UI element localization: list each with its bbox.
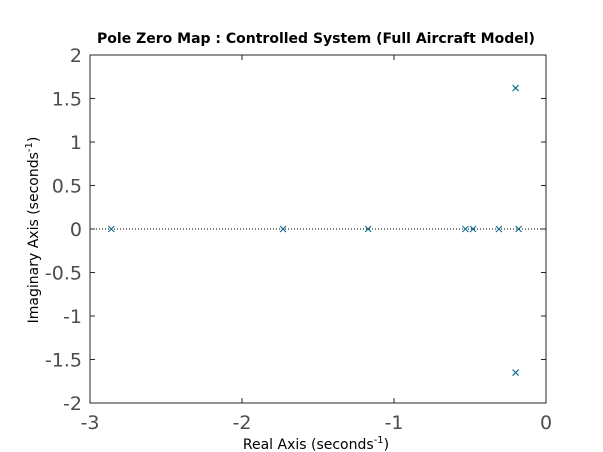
x-tick-label: -3 bbox=[81, 412, 100, 434]
y-tick-label: -2 bbox=[63, 393, 82, 415]
pole-marker bbox=[512, 84, 519, 92]
y-tick-label: 0 bbox=[70, 219, 82, 241]
pole-markers bbox=[107, 84, 523, 376]
pole-marker bbox=[495, 225, 503, 233]
y-tick-label: -1 bbox=[63, 306, 82, 328]
pole-marker bbox=[279, 225, 287, 233]
y-axis-label-text: Imaginary Axis (seconds bbox=[26, 152, 42, 323]
pole-marker-stroke bbox=[469, 225, 477, 233]
y-axis-label: Imaginary Axis (seconds-1) bbox=[24, 137, 42, 324]
pole-marker-stroke bbox=[495, 225, 503, 233]
y-axis-label-superscript: -1 bbox=[24, 142, 35, 152]
y-tick-label: -1.5 bbox=[45, 350, 82, 372]
y-tick-label: 1.5 bbox=[52, 89, 82, 111]
y-tick-label: 2 bbox=[70, 45, 82, 67]
x-axis-label-text: Real Axis (seconds bbox=[243, 437, 374, 452]
y-tick-label: -0.5 bbox=[45, 263, 82, 285]
pole-marker-stroke bbox=[515, 225, 523, 233]
pole-marker bbox=[462, 225, 469, 233]
pole-marker-stroke bbox=[107, 225, 115, 233]
pole-marker bbox=[364, 225, 372, 233]
chart-title: Pole Zero Map : Controlled System (Full … bbox=[97, 31, 535, 47]
x-axis-label-suffix: ) bbox=[384, 437, 389, 452]
pole-marker-stroke bbox=[364, 225, 372, 233]
x-tick-label: -2 bbox=[233, 412, 252, 434]
axis-ticks: -3 -2 -1 021.510.50-0.5-1-1.5-2 bbox=[45, 45, 552, 434]
pole-marker bbox=[515, 225, 523, 233]
pole-marker bbox=[512, 369, 519, 376]
x-tick-label: 0 bbox=[540, 412, 552, 434]
pole-marker bbox=[107, 225, 115, 233]
pole-marker bbox=[469, 225, 477, 233]
x-axis-label: Real Axis (seconds-1) bbox=[243, 435, 389, 452]
pole-marker-stroke bbox=[512, 369, 519, 376]
y-axis-label-suffix: ) bbox=[26, 137, 42, 142]
y-tick-label: 0.5 bbox=[52, 176, 82, 198]
y-tick-label: 1 bbox=[70, 132, 82, 154]
x-tick-label: -1 bbox=[385, 412, 404, 434]
x-axis-label-superscript: -1 bbox=[374, 435, 384, 446]
pole-marker-stroke bbox=[512, 84, 519, 92]
pole-marker-stroke bbox=[462, 225, 469, 233]
pole-marker-stroke bbox=[279, 225, 287, 233]
